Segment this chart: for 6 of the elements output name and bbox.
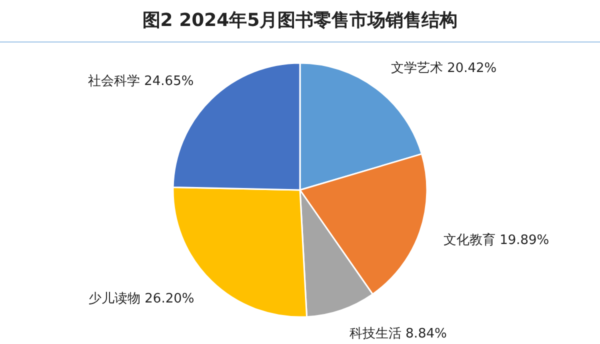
slice-label: 社会科学 24.65% [88,74,194,89]
slice-label: 文学艺术 20.42% [390,60,497,76]
slice-label: 少儿读物 26.20% [88,292,194,307]
slice-label: 科技生活 8.84% [349,326,447,342]
slice-label: 文化教育 19.89% [443,232,550,248]
chart-title: 图2 2024年5月图书零售市场销售结构 [142,10,458,31]
